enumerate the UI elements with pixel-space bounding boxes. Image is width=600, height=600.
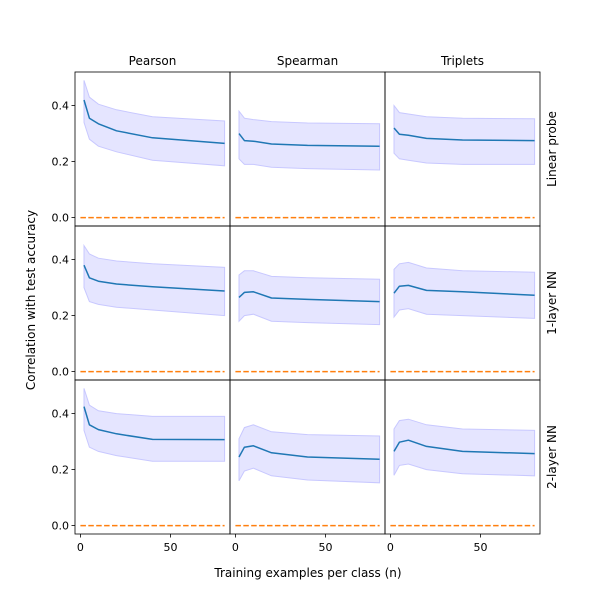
- y-tick-label: 0.4: [52, 408, 70, 421]
- confidence-band: [83, 388, 226, 462]
- mean-correlation-line: [83, 406, 225, 441]
- y-tick-label: 0.2: [52, 310, 70, 323]
- y-tick-label: 0.4: [52, 254, 70, 267]
- panel-1-layer-nn-spearman: [229, 225, 386, 381]
- mean-correlation-line: [393, 284, 535, 296]
- mean-correlation-line: [238, 133, 380, 147]
- y-tick-label: 0.0: [52, 366, 70, 379]
- mean-correlation-line: [238, 445, 380, 460]
- y-axis-label: Correlation with test accuracy: [24, 210, 38, 390]
- y-tick-label: 0.2: [52, 156, 70, 169]
- y-tick-label: 0.0: [52, 520, 70, 533]
- x-tick-label: 50: [164, 541, 178, 554]
- panel-2-layer-nn-spearman: 0 50: [229, 379, 386, 554]
- panel-linear-probe-spearman: Spearman: [229, 54, 386, 227]
- panel-linear-probe-pearson: 0.0 0.2 0.4 Pearson: [52, 54, 231, 227]
- mean-correlation-line: [393, 439, 535, 455]
- row-label-1-layer-nn: 1-layer NN: [545, 271, 559, 335]
- confidence-band: [238, 424, 381, 484]
- column-title-triplets: Triplets: [440, 54, 484, 68]
- panel-1-layer-nn-triplets: 1-layer NN: [384, 225, 559, 381]
- x-tick-label: 0: [77, 541, 84, 554]
- mean-correlation-line: [238, 291, 380, 303]
- panel-2-layer-nn-pearson: 0.0 0.2 0.4 0 50: [52, 379, 231, 554]
- confidence-band: [83, 80, 226, 167]
- column-title-pearson: Pearson: [129, 54, 177, 68]
- x-tick-label: 50: [474, 541, 488, 554]
- x-tick-label: 0: [387, 541, 394, 554]
- y-tick-label: 0.4: [52, 100, 70, 113]
- confidence-band: [393, 418, 536, 477]
- y-tick-label: 0.0: [52, 212, 70, 225]
- y-tick-label: 0.2: [52, 464, 70, 477]
- panel-linear-probe-triplets: Triplets Linear probe: [384, 54, 559, 227]
- panel-grid: 0.0 0.2 0.4 Pearson Spearman Triplets Linear p…: [52, 54, 560, 554]
- confidence-band: [83, 243, 226, 317]
- confidence-band: [238, 109, 381, 171]
- mean-correlation-line: [83, 264, 225, 292]
- confidence-band: [393, 261, 536, 319]
- column-title-spearman: Spearman: [277, 54, 338, 68]
- panel-frame: [384, 379, 541, 535]
- panel-1-layer-nn-pearson: 0.0 0.2 0.4: [52, 225, 231, 381]
- x-axis-label: Training examples per class (n): [213, 566, 401, 580]
- panel-2-layer-nn-triplets: 0 50 2-layer NN: [384, 379, 559, 554]
- row-label-linear-probe: Linear probe: [545, 111, 559, 187]
- mean-correlation-line: [83, 99, 225, 145]
- confidence-band: [393, 104, 536, 165]
- confidence-band: [238, 270, 381, 326]
- x-tick-label: 50: [319, 541, 333, 554]
- x-tick-label: 0: [232, 541, 239, 554]
- mean-correlation-line: [393, 127, 535, 142]
- row-label-2-layer-nn: 2-layer NN: [545, 425, 559, 489]
